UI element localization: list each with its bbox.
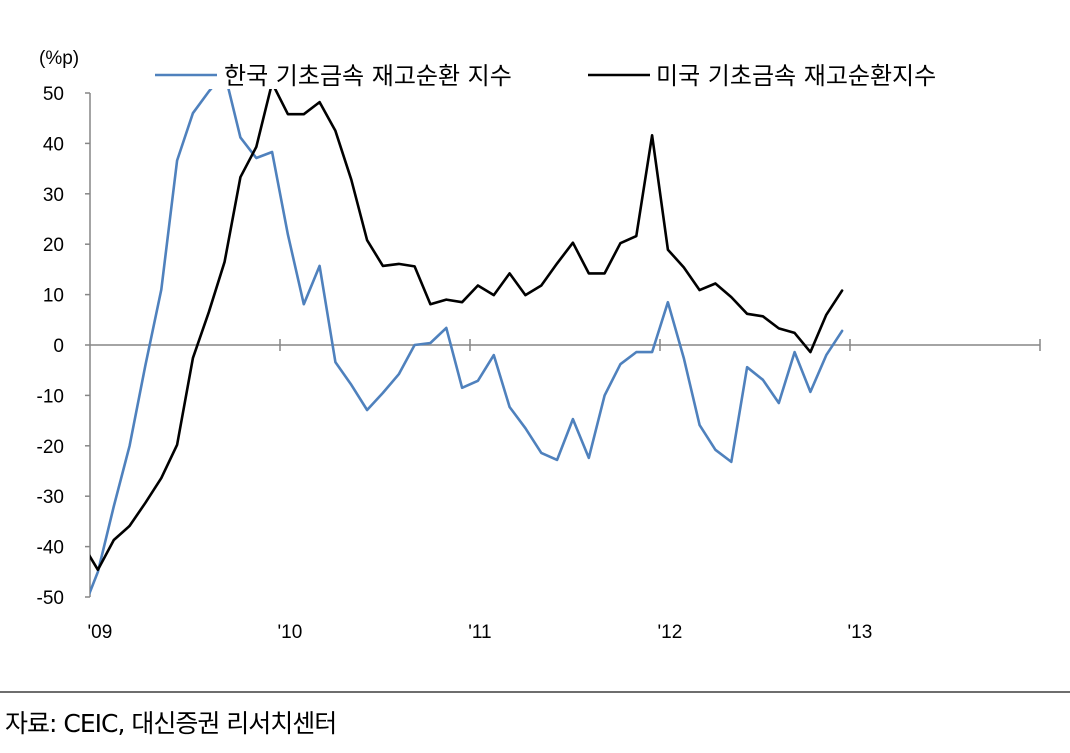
legend-label-us: 미국 기초금속 재고순환지수: [656, 62, 936, 90]
y-tick-label: -20: [37, 437, 64, 458]
y-tick-label: -50: [37, 588, 64, 609]
y-tick-label: 10: [43, 286, 64, 307]
x-tick-label: '11: [468, 622, 491, 643]
y-tick-label: 0: [53, 336, 64, 357]
x-tick-label: '09: [88, 622, 113, 643]
x-tick-label: '12: [658, 622, 683, 643]
source-note: 자료: CEIC, 대신증권 리서치센터: [5, 709, 336, 738]
y-tick-label: -30: [37, 487, 64, 508]
korea-index-line: [90, 89, 844, 596]
y-tick-label: 50: [43, 84, 64, 105]
legend: 한국 기초금속 재고순환 지수 미국 기초금속 재고순환지수: [155, 62, 936, 90]
us-index-line: [90, 89, 844, 572]
y-tick-label: -10: [37, 386, 64, 407]
y-tick-label: -40: [37, 538, 64, 559]
x-tick-label: '13: [848, 622, 873, 643]
series-lines: [90, 89, 844, 596]
y-axis-ticks: 50 40 30 20 10 0 -10 -20 -30 -40 -50: [37, 84, 90, 609]
legend-label-korea: 한국 기초금속 재고순환 지수: [224, 62, 512, 90]
y-tick-label: 20: [43, 235, 64, 256]
y-tick-label: 30: [43, 185, 64, 206]
y-axis-unit-label: (%p): [39, 48, 79, 69]
x-tick-label: '10: [278, 622, 303, 643]
y-tick-label: 40: [43, 134, 64, 155]
x-axis-ticks: '09 '10 '11 '12 '13: [88, 339, 1041, 643]
